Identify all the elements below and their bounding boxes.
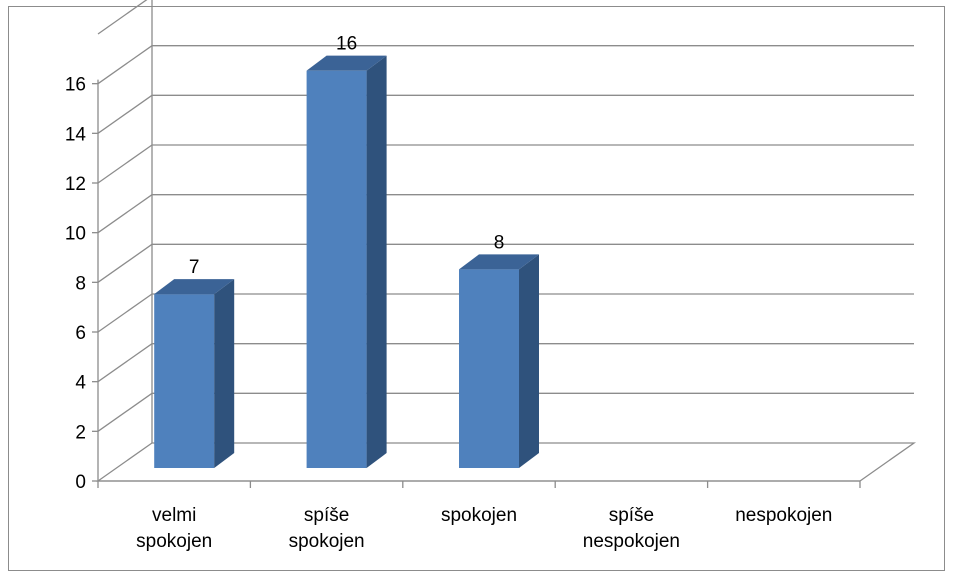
labels: 0 2 4 6 8 10 12 14 16 velmi spokojen spíše spokojen s… — [65, 34, 833, 552]
bar — [154, 279, 235, 468]
y-tick-label: 4 — [75, 373, 86, 394]
y-tick-label: 14 — [65, 124, 87, 145]
bar — [306, 55, 387, 469]
bar-front — [306, 70, 367, 469]
bar-side — [519, 254, 539, 468]
gridline-wall — [97, 293, 153, 333]
y-tick-label: 2 — [75, 422, 86, 443]
bar-top — [154, 279, 235, 295]
y-tick-label: 6 — [75, 323, 86, 344]
bar-front — [459, 269, 519, 468]
x-category-label: spokojen — [441, 505, 517, 526]
gridlines — [95, 0, 917, 482]
bar-side — [214, 279, 235, 468]
gridline-wall — [97, 45, 153, 85]
x-category-label: spíše nespokojen — [583, 505, 680, 552]
data-label: 8 — [494, 232, 505, 253]
axes — [92, 79, 861, 488]
y-tick-label: 10 — [65, 224, 86, 245]
x-category-label: spíše spokojen — [289, 505, 365, 552]
data-label: 16 — [336, 34, 357, 55]
bar-top — [459, 254, 539, 270]
bars — [154, 55, 539, 469]
gridline-wall — [97, 343, 153, 383]
x-category-label: nespokojen — [735, 505, 832, 526]
gridline-wall — [97, 0, 148, 35]
x-category-label: velmi spokojen — [136, 505, 212, 552]
bar — [459, 254, 539, 468]
bar-top — [306, 55, 387, 71]
y-tick-label: 8 — [75, 273, 86, 294]
gridline-wall — [97, 243, 153, 283]
gridline-wall — [97, 144, 153, 184]
data-label: 7 — [189, 257, 200, 278]
y-tick-label: 0 — [75, 472, 86, 493]
y-tick-label: 16 — [65, 75, 86, 96]
gridline-wall — [97, 194, 153, 234]
gridline-wall — [97, 94, 153, 134]
bar-front — [154, 294, 215, 468]
bar-side — [366, 55, 387, 469]
gridline-wall — [97, 392, 153, 432]
y-tick-label: 12 — [65, 174, 86, 195]
